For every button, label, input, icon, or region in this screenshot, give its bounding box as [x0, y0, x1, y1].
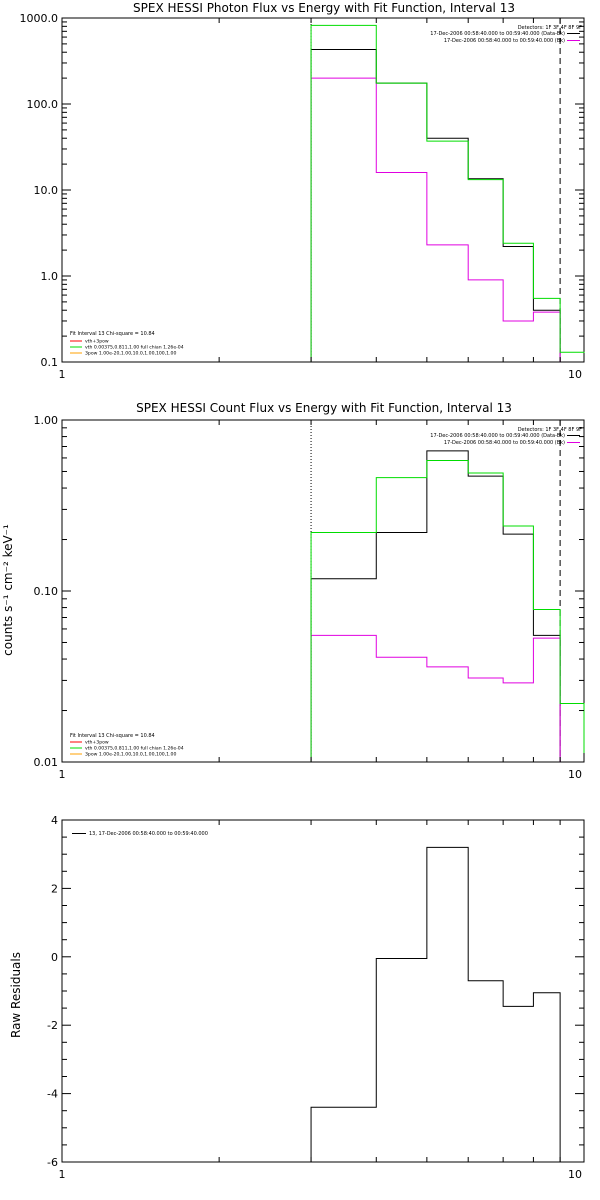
panel-count-flux: SPEX HESSI Count Flux vs Energy with Fit…	[1, 401, 585, 781]
series-line-0	[310, 49, 561, 362]
y-tick-label: 0	[51, 951, 58, 964]
panel-residuals: Raw Residuals 1 10 -6 -4 -2 0 2 4 13, 17-Dec-20…	[9, 814, 585, 1181]
x-tick-label: 1	[59, 1168, 66, 1181]
series-line-2	[310, 459, 585, 762]
panel1-legend-data-bk: 17-Dec-2006 00:58:40.000 to 00:59:40.000…	[430, 31, 565, 37]
panel3-axes-frame	[61, 819, 585, 1163]
panel2-legend-bottom: Fit Interval 13 Chi-square = 10.84 vth+3…	[70, 733, 184, 758]
x-tick-label: 1	[59, 768, 66, 781]
panel3-ylabel: Raw Residuals	[9, 952, 23, 1038]
panel3-legend-top: 13, 17-Dec-2006 00:58:40.000 to 00:59:40…	[72, 831, 208, 837]
panel2-legend-bk: 17-Dec-2006 00:58:40.000 to 00:59:40.000…	[444, 440, 565, 446]
panel2-series	[310, 450, 585, 762]
panel2-legend-data-bk: 17-Dec-2006 00:58:40.000 to 00:59:40.000…	[430, 433, 565, 439]
series-line-1	[310, 634, 561, 762]
panel1-title: SPEX HESSI Photon Flux vs Energy with Fi…	[133, 1, 515, 15]
y-tick-label: -4	[47, 1088, 58, 1101]
series-line-0	[310, 846, 561, 1162]
panel3-ticks: 1 10 -6 -4 -2 0 2 4	[47, 814, 585, 1181]
panel-photon-flux: SPEX HESSI Photon Flux vs Energy with Fi…	[20, 1, 585, 381]
y-tick-label: 1.00	[34, 414, 59, 427]
y-tick-label: -2	[47, 1019, 58, 1032]
panel2-legend-detectors: Detectors: 1F 3F 4F 8F 9F	[518, 427, 582, 433]
series-line-0	[310, 450, 561, 762]
panel1-range-markers	[310, 18, 561, 362]
panel2-axes-frame	[61, 419, 585, 763]
series-line-1	[310, 77, 561, 362]
x-tick-label: 10	[568, 768, 582, 781]
y-tick-label: 2	[51, 882, 58, 895]
panel1-axes-frame	[61, 17, 585, 363]
panel2-ticks: 1 10 0.01 0.10 1.00	[34, 414, 585, 781]
y-tick-label: 0.01	[34, 756, 59, 769]
panel2-title: SPEX HESSI Count Flux vs Energy with Fit…	[136, 401, 512, 415]
x-tick-label: 10	[568, 368, 582, 381]
panel1-series	[310, 24, 585, 362]
panel1-ticks: 1 10 0.1 1.0 10.0 100.0 1000.0	[20, 12, 585, 381]
panel2-legend-3pow: 3pow 1.00e-20,1.00,10.0,1.00,100,1.00	[85, 752, 176, 758]
panel1-legend-bk: 17-Dec-2006 00:58:40.000 to 00:59:40.000…	[444, 38, 565, 44]
y-tick-label: 1000.0	[20, 12, 59, 25]
panel1-legend-model: vth+3pow	[85, 339, 109, 345]
series-line-2	[310, 24, 585, 362]
y-tick-label: 10.0	[34, 184, 59, 197]
panel2-legend-model: vth+3pow	[85, 740, 109, 746]
y-tick-label: 0.1	[41, 356, 59, 369]
panel2-fit-info: Fit Interval 13 Chi-square = 10.84	[70, 733, 155, 739]
y-tick-label: 0.10	[34, 585, 59, 598]
panel2-range-markers	[310, 420, 561, 762]
y-tick-label: 1.0	[41, 270, 59, 283]
panel1-legend-top: Detectors: 1F 3F 4F 8F 9F 17-Dec-2006 00…	[430, 25, 582, 44]
y-tick-label: 4	[51, 814, 58, 827]
x-tick-label: 1	[59, 368, 66, 381]
x-tick-label: 10	[568, 1168, 582, 1181]
panel1-legend-detectors: Detectors: 1F 3F 4F 8F 9F	[518, 25, 582, 31]
panel1-legend-vth: vth 0.00375,0.811,1.00 full chian 1.26e-…	[85, 345, 184, 351]
panel2-ylabel: counts s⁻¹ cm⁻² keV⁻¹	[1, 524, 15, 656]
panel3-legend-label: 13, 17-Dec-2006 00:58:40.000 to 00:59:40…	[89, 831, 208, 837]
panel1-fit-info: Fit Interval 13 Chi-square = 10.84	[70, 331, 155, 337]
panel1-legend-bottom: Fit Interval 13 Chi-square = 10.84 vth+3…	[70, 331, 184, 357]
panel3-series	[310, 846, 561, 1162]
panel1-legend-3pow: 3pow 1.00e-20,1.00,10.0,1.00,100,1.00	[85, 351, 176, 357]
panel2-legend-vth: vth 0.00375,0.811,1.00 full chian 1.26e-…	[85, 746, 184, 752]
y-tick-label: -6	[47, 1156, 58, 1169]
y-tick-label: 100.0	[27, 98, 59, 111]
panel2-legend-top: Detectors: 1F 3F 4F 8F 9F 17-Dec-2006 00…	[430, 427, 582, 446]
